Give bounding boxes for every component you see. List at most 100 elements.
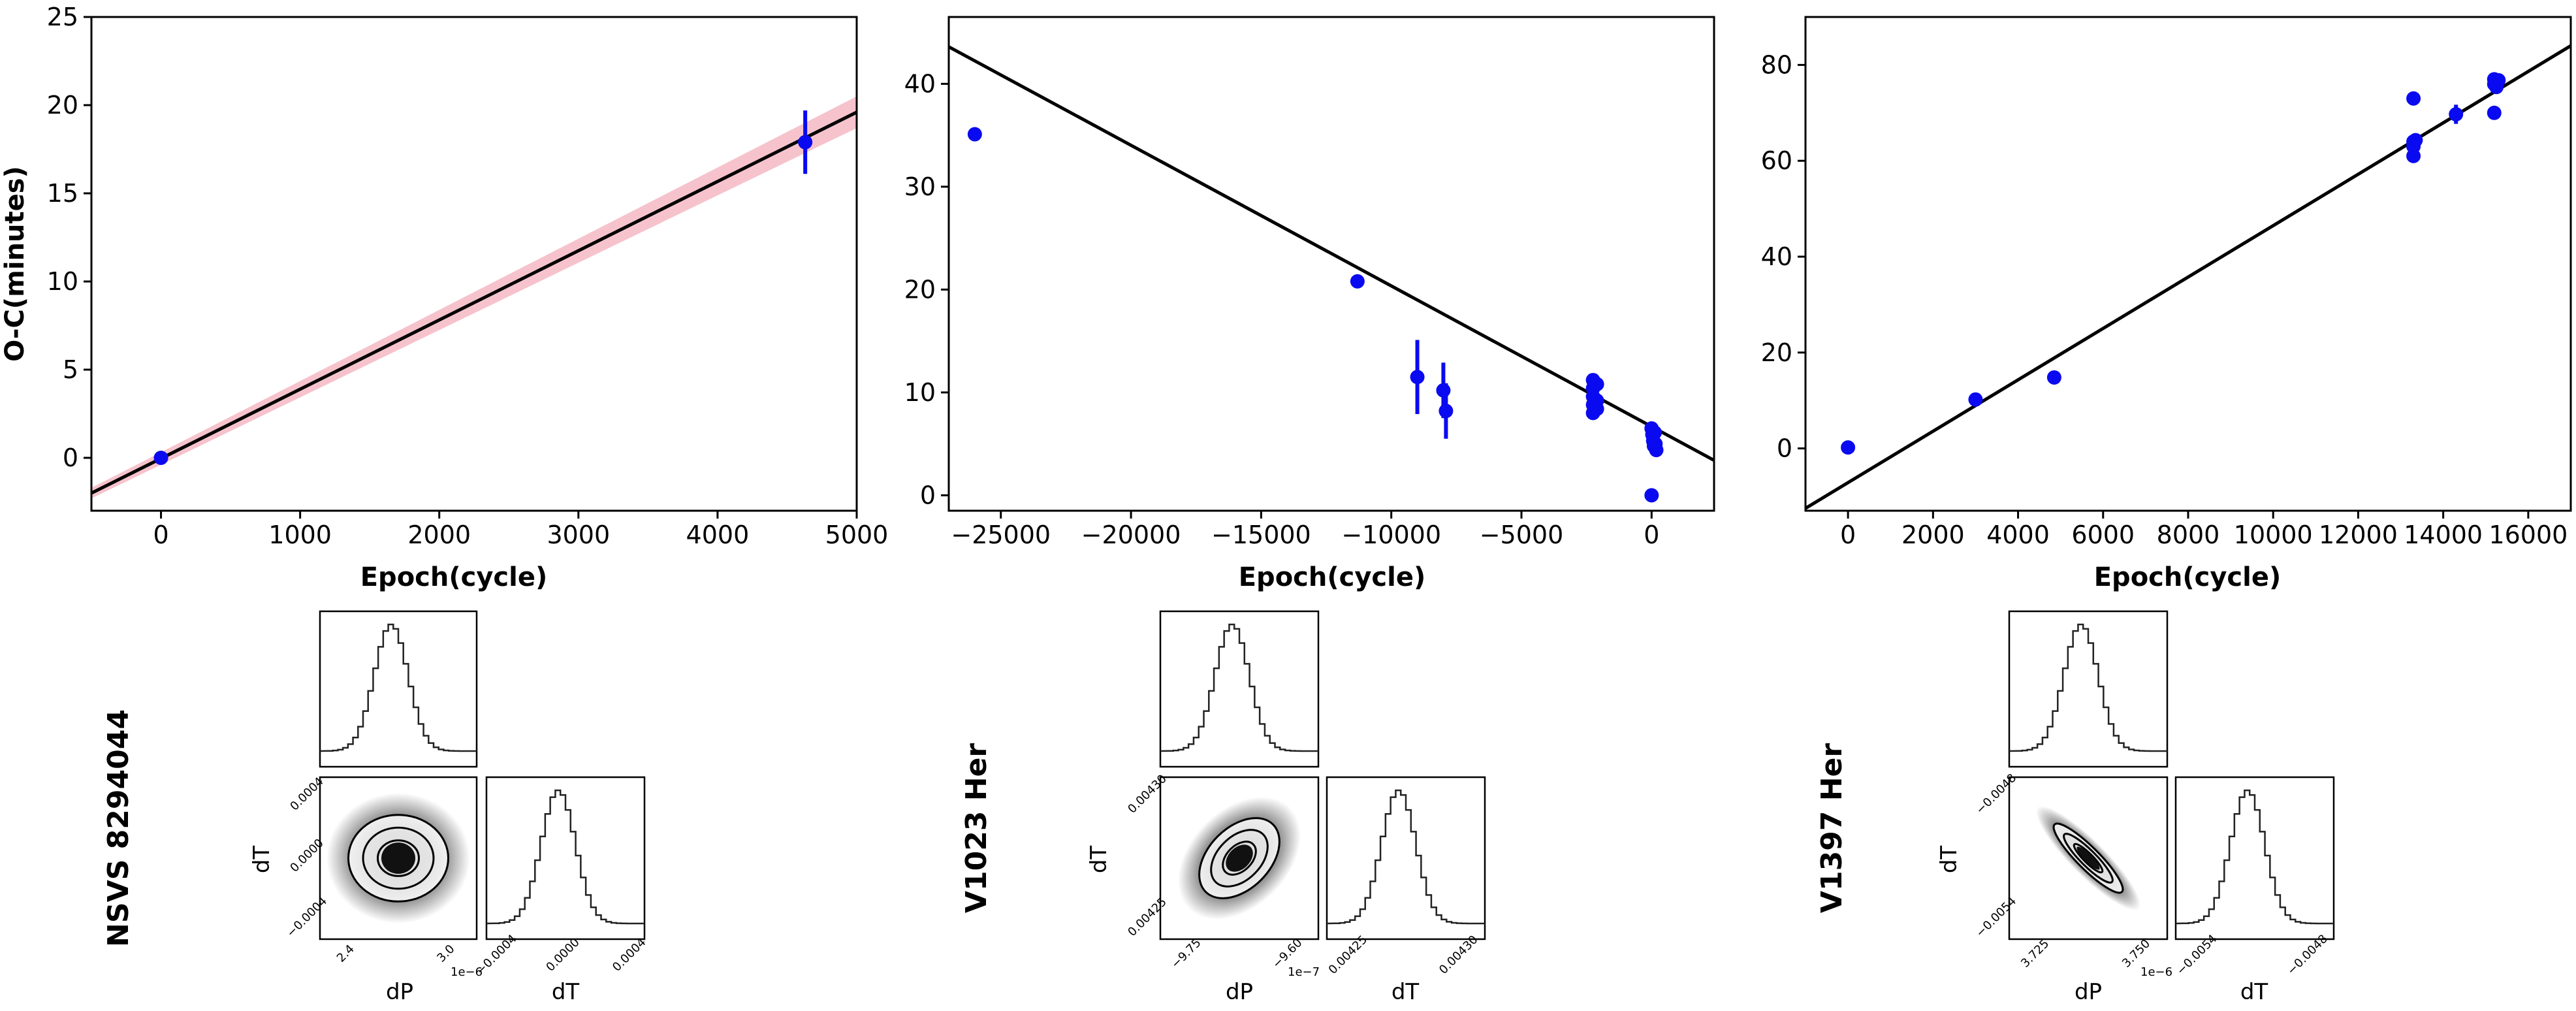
hist-dp <box>1160 623 1319 752</box>
x-tick-label: 0 <box>1644 521 1659 549</box>
scatter-frame <box>1159 776 1320 940</box>
x-tick-label: −5000 <box>1480 521 1564 549</box>
y-tick-label: 0 <box>63 443 78 472</box>
density-core <box>381 843 415 874</box>
fit-line <box>91 110 857 495</box>
x-tick-label: 5000 <box>825 521 889 549</box>
x-tick-label: 4000 <box>1986 521 2050 549</box>
dt-y-label: dT <box>249 846 275 874</box>
data-point <box>1589 402 1604 417</box>
data-point <box>1410 370 1425 385</box>
corner-x-tick: 3.725 <box>2018 937 2052 970</box>
scatter-frame <box>2008 776 2169 940</box>
y-tick-label: 60 <box>1761 146 1792 175</box>
data-point <box>2408 133 2423 148</box>
dt-y-label: dT <box>1086 846 1112 874</box>
x-axis-label: Epoch(cycle) <box>1239 562 1426 592</box>
dp-label: dP <box>2075 979 2102 1005</box>
dp-label: dP <box>1226 979 1253 1005</box>
hist-dp-frame <box>2008 610 2169 768</box>
x-axis-label: Epoch(cycle) <box>360 562 548 592</box>
data-point <box>1589 377 1604 392</box>
contour <box>362 826 435 890</box>
data-point <box>153 451 168 465</box>
density-core <box>2076 846 2100 870</box>
y-tick-label: 15 <box>47 179 78 208</box>
y-tick-label: 10 <box>904 378 936 407</box>
corner-y-tick: −0.0004 <box>284 894 330 940</box>
data-point <box>798 135 813 150</box>
contour <box>2073 843 2104 874</box>
y-tick-label: 5 <box>63 355 78 384</box>
x-tick-label: 3000 <box>547 521 610 549</box>
dt-label: dT <box>552 979 580 1005</box>
x-tick-label: 14000 <box>2404 521 2483 549</box>
data-point <box>2406 91 2421 106</box>
x-tick-label: 16000 <box>2489 521 2568 549</box>
contour <box>377 839 420 877</box>
y-tick-label: 20 <box>1761 338 1792 367</box>
corner-x-tick: 3.0 <box>434 942 457 965</box>
oc-panel-v1397: 0 2000 4000 6000 8000 10000 12000 14000 16000 0 20… <box>1761 16 2572 592</box>
x-tick-label: −25000 <box>951 521 1051 549</box>
x-tick-label: 1000 <box>268 521 332 549</box>
y-tick-label: 10 <box>47 267 78 296</box>
data-point <box>2487 105 2502 120</box>
y-tick-label: 20 <box>904 275 936 304</box>
data-point <box>1968 392 1983 407</box>
x-tick-label: 6000 <box>2071 521 2135 549</box>
y-tick-label: 0 <box>920 481 936 509</box>
y-tick-label: 40 <box>904 69 936 98</box>
hist-dp <box>319 623 477 752</box>
data-point <box>1436 383 1451 398</box>
axes-frame <box>947 16 1715 512</box>
x-tick-label: 2000 <box>407 521 471 549</box>
hist-dt-frame <box>2174 776 2335 940</box>
confidence-band <box>91 96 857 499</box>
y-axis-label: O-C(minutes) <box>0 166 30 362</box>
data-point <box>1439 404 1454 419</box>
dp-scale: 1e−6 <box>451 965 483 979</box>
data-point <box>2406 148 2421 163</box>
y-tick-label: 20 <box>47 91 78 120</box>
corner-y-tick: 0.00425 <box>1125 895 1169 939</box>
corner-x-tick: −9.75 <box>1169 936 1204 971</box>
contour <box>1210 829 1269 888</box>
hist-dt-frame <box>485 776 646 940</box>
density-core <box>1226 844 1253 872</box>
data-point <box>2449 106 2464 121</box>
data-point <box>2491 72 2506 88</box>
dp-scale: 1e−7 <box>1288 965 1320 979</box>
data-point <box>1350 274 1365 289</box>
hist-dp-frame <box>319 610 478 768</box>
y-tick-label: 30 <box>904 172 936 201</box>
axes-frame <box>1804 16 2572 512</box>
x-tick-label: 10000 <box>2234 521 2313 549</box>
fit-line <box>1805 44 2571 510</box>
posterior-cloud <box>1177 796 1301 920</box>
object-label: V1023 Her <box>960 743 993 913</box>
data-point <box>2046 370 2061 385</box>
corner-y-tick: −0.0048 <box>1973 771 2019 817</box>
x-tick-label: 4000 <box>686 521 750 549</box>
posterior-cloud <box>326 793 470 923</box>
y-tick-label: 80 <box>1761 50 1792 79</box>
corner-plot-v1023: V1023 Her −9.75 −9.60 0.00425 0.004300.0043… <box>960 610 1486 1005</box>
y-tick-label: 25 <box>47 3 78 31</box>
axes-frame <box>90 16 858 512</box>
x-tick-label: 8000 <box>2157 521 2220 549</box>
corner-x-tick: 0.0000 <box>543 935 582 974</box>
dp-scale: 1e−6 <box>2140 965 2172 979</box>
hist-dt <box>486 789 645 925</box>
hist-dp-frame <box>1159 610 1320 768</box>
contour <box>2063 833 2114 884</box>
data-point <box>967 127 982 142</box>
oc-panel-nsvs: 0 1000 2000 3000 4000 5000 0 5 10 15 20 25 Epoch(cy… <box>0 3 888 592</box>
data-point <box>1841 440 1856 455</box>
oc-panel-v1023: −25000 −20000 −15000 −10000 −5000 0010203040 … <box>904 16 1715 592</box>
corner-plot-v1397: V1397 Her 3.725 3.750 −0.0054 −0.0048−0.004… <box>1815 610 2335 1005</box>
x-axis-label: Epoch(cycle) <box>2094 562 2282 592</box>
dt-label: dT <box>2240 979 2268 1005</box>
dt-y-label: dT <box>1936 846 1962 874</box>
